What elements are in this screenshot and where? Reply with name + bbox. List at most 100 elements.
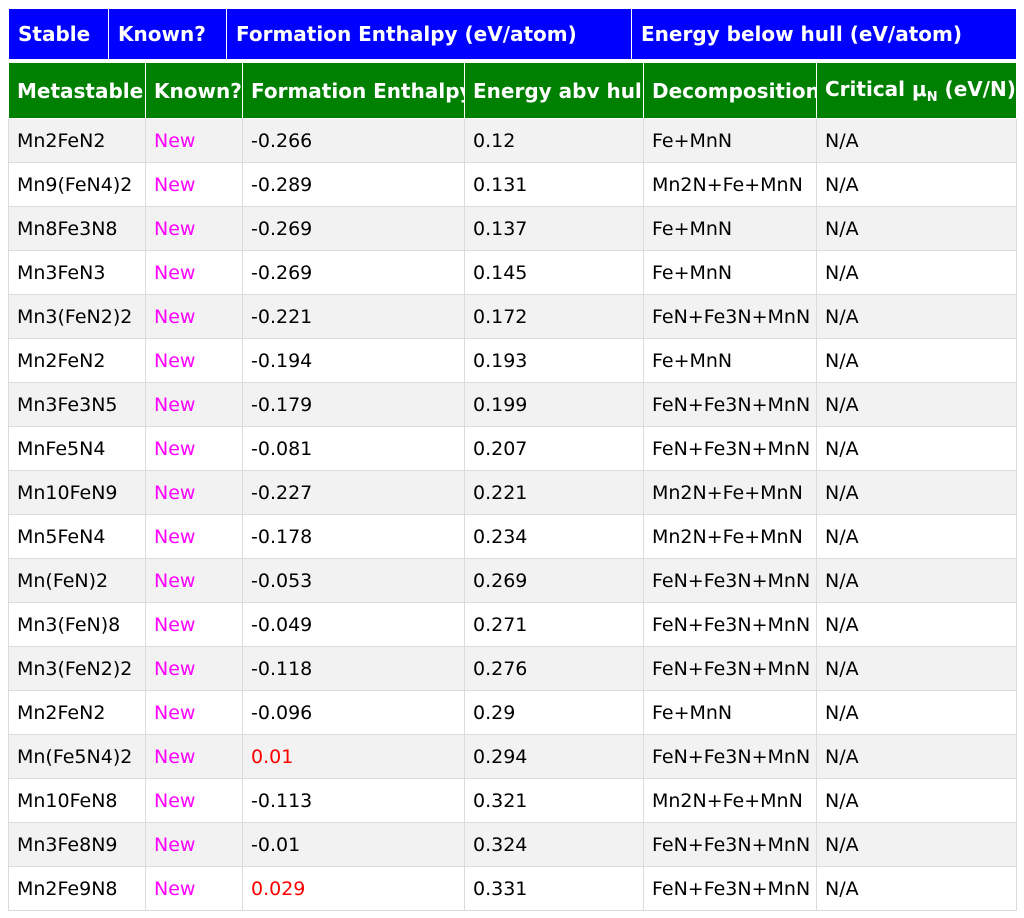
cell-decomposition: FeN+Fe3N+MnN bbox=[643, 558, 817, 603]
cell-formula: Mn2Fe9N8 bbox=[8, 866, 146, 911]
critical-mu-subscript: N bbox=[926, 89, 938, 105]
cell-formation-enthalpy: -0.269 bbox=[242, 206, 465, 251]
metastable-header-known[interactable]: Known? bbox=[145, 62, 243, 119]
cell-decomposition: FeN+Fe3N+MnN bbox=[643, 866, 817, 911]
cell-energy-above-hull: 0.29 bbox=[464, 690, 644, 735]
cell-critical-mu: N/A bbox=[816, 734, 1017, 779]
cell-energy-above-hull: 0.131 bbox=[464, 162, 644, 207]
metastable-header-row: Metastable Known? Formation Enthalpy Ene… bbox=[8, 62, 1017, 119]
cell-formula: Mn3FeN3 bbox=[8, 250, 146, 295]
cell-formation-enthalpy: 0.01 bbox=[242, 734, 465, 779]
cell-formula: MnFe5N4 bbox=[8, 426, 146, 471]
stable-header-row: Stable Known? Formation Enthalpy (eV/ato… bbox=[8, 8, 1017, 60]
metastable-header-metastable[interactable]: Metastable bbox=[8, 62, 146, 119]
cell-energy-above-hull: 0.145 bbox=[464, 250, 644, 295]
cell-energy-above-hull: 0.276 bbox=[464, 646, 644, 691]
critical-mu-label: Critical μ bbox=[825, 76, 927, 101]
cell-known: New bbox=[145, 426, 243, 471]
cell-formation-enthalpy: -0.049 bbox=[242, 602, 465, 647]
cell-decomposition: FeN+Fe3N+MnN bbox=[643, 646, 817, 691]
cell-critical-mu: N/A bbox=[816, 118, 1017, 163]
cell-known: New bbox=[145, 470, 243, 515]
cell-formation-enthalpy: -0.269 bbox=[242, 250, 465, 295]
stable-header-formation-enthalpy[interactable]: Formation Enthalpy (eV/atom) bbox=[226, 8, 632, 60]
cell-critical-mu: N/A bbox=[816, 426, 1017, 471]
cell-critical-mu: N/A bbox=[816, 690, 1017, 735]
metastable-header-critical-mu[interactable]: Critical μN (eV/N) bbox=[816, 62, 1017, 119]
cell-energy-above-hull: 0.321 bbox=[464, 778, 644, 823]
cell-energy-above-hull: 0.172 bbox=[464, 294, 644, 339]
cell-formula: Mn3(FeN)8 bbox=[8, 602, 146, 647]
cell-formation-enthalpy: -0.01 bbox=[242, 822, 465, 867]
stable-header-stable[interactable]: Stable bbox=[8, 8, 109, 60]
cell-decomposition: FeN+Fe3N+MnN bbox=[643, 734, 817, 779]
cell-known: New bbox=[145, 646, 243, 691]
cell-decomposition: Mn2N+Fe+MnN bbox=[643, 514, 817, 559]
cell-decomposition: Mn2N+Fe+MnN bbox=[643, 162, 817, 207]
table-row: Mn3(FeN)8 New -0.049 0.271 FeN+Fe3N+MnN N/A bbox=[8, 602, 1017, 647]
table-row: Mn10FeN9 New -0.227 0.221 Mn2N+Fe+MnN N/A bbox=[8, 470, 1017, 515]
table-row: Mn3(FeN2)2 New -0.221 0.172 FeN+Fe3N+MnN N/A bbox=[8, 294, 1017, 339]
metastable-header-energy-above-hull[interactable]: Energy abv hull bbox=[464, 62, 644, 119]
metastable-header-formation-enthalpy[interactable]: Formation Enthalpy bbox=[242, 62, 465, 119]
cell-formula: Mn3(FeN2)2 bbox=[8, 646, 146, 691]
table-row: Mn2FeN2 New -0.194 0.193 Fe+MnN N/A bbox=[8, 338, 1017, 383]
table-row: Mn2FeN2 New -0.096 0.29 Fe+MnN N/A bbox=[8, 690, 1017, 735]
cell-known: New bbox=[145, 822, 243, 867]
cell-energy-above-hull: 0.331 bbox=[464, 866, 644, 911]
cell-critical-mu: N/A bbox=[816, 602, 1017, 647]
cell-formula: Mn2FeN2 bbox=[8, 118, 146, 163]
cell-decomposition: FeN+Fe3N+MnN bbox=[643, 426, 817, 471]
cell-known: New bbox=[145, 162, 243, 207]
cell-formation-enthalpy: 0.029 bbox=[242, 866, 465, 911]
table-row: Mn(Fe5N4)2 New 0.01 0.294 FeN+Fe3N+MnN N/A bbox=[8, 734, 1017, 779]
cell-formation-enthalpy: -0.227 bbox=[242, 470, 465, 515]
table-row: Mn9(FeN4)2 New -0.289 0.131 Mn2N+Fe+MnN N/A bbox=[8, 162, 1017, 207]
stable-header-energy-below-hull[interactable]: Energy below hull (eV/atom) bbox=[631, 8, 1017, 60]
cell-known: New bbox=[145, 778, 243, 823]
cell-critical-mu: N/A bbox=[816, 778, 1017, 823]
cell-energy-above-hull: 0.12 bbox=[464, 118, 644, 163]
cell-known: New bbox=[145, 382, 243, 427]
cell-formation-enthalpy: -0.179 bbox=[242, 382, 465, 427]
cell-formation-enthalpy: -0.096 bbox=[242, 690, 465, 735]
cell-energy-above-hull: 0.199 bbox=[464, 382, 644, 427]
cell-decomposition: FeN+Fe3N+MnN bbox=[643, 602, 817, 647]
cell-critical-mu: N/A bbox=[816, 514, 1017, 559]
cell-critical-mu: N/A bbox=[816, 294, 1017, 339]
stable-header-known[interactable]: Known? bbox=[108, 8, 227, 60]
cell-formula: Mn2FeN2 bbox=[8, 690, 146, 735]
cell-formula: Mn8Fe3N8 bbox=[8, 206, 146, 251]
cell-formula: Mn3Fe3N5 bbox=[8, 382, 146, 427]
table-row: Mn3Fe8N9 New -0.01 0.324 FeN+Fe3N+MnN N/A bbox=[8, 822, 1017, 867]
cell-known: New bbox=[145, 294, 243, 339]
cell-critical-mu: N/A bbox=[816, 338, 1017, 383]
cell-formation-enthalpy: -0.113 bbox=[242, 778, 465, 823]
cell-formula: Mn10FeN9 bbox=[8, 470, 146, 515]
cell-formula: Mn9(FeN4)2 bbox=[8, 162, 146, 207]
cell-formula: Mn5FeN4 bbox=[8, 514, 146, 559]
table-row: Mn3FeN3 New -0.269 0.145 Fe+MnN N/A bbox=[8, 250, 1017, 295]
cell-energy-above-hull: 0.207 bbox=[464, 426, 644, 471]
cell-known: New bbox=[145, 514, 243, 559]
metastable-header-decomposition[interactable]: Decomposition bbox=[643, 62, 817, 119]
cell-critical-mu: N/A bbox=[816, 470, 1017, 515]
stable-header-table: Stable Known? Formation Enthalpy (eV/ato… bbox=[8, 8, 1017, 60]
cell-energy-above-hull: 0.271 bbox=[464, 602, 644, 647]
cell-known: New bbox=[145, 250, 243, 295]
cell-known: New bbox=[145, 118, 243, 163]
cell-critical-mu: N/A bbox=[816, 382, 1017, 427]
cell-formula: Mn3Fe8N9 bbox=[8, 822, 146, 867]
cell-formation-enthalpy: -0.178 bbox=[242, 514, 465, 559]
cell-critical-mu: N/A bbox=[816, 250, 1017, 295]
cell-critical-mu: N/A bbox=[816, 646, 1017, 691]
cell-decomposition: Fe+MnN bbox=[643, 338, 817, 383]
cell-energy-above-hull: 0.234 bbox=[464, 514, 644, 559]
cell-decomposition: Fe+MnN bbox=[643, 250, 817, 295]
cell-critical-mu: N/A bbox=[816, 206, 1017, 251]
cell-critical-mu: N/A bbox=[816, 558, 1017, 603]
cell-energy-above-hull: 0.221 bbox=[464, 470, 644, 515]
cell-formula: Mn(Fe5N4)2 bbox=[8, 734, 146, 779]
cell-energy-above-hull: 0.269 bbox=[464, 558, 644, 603]
cell-known: New bbox=[145, 734, 243, 779]
